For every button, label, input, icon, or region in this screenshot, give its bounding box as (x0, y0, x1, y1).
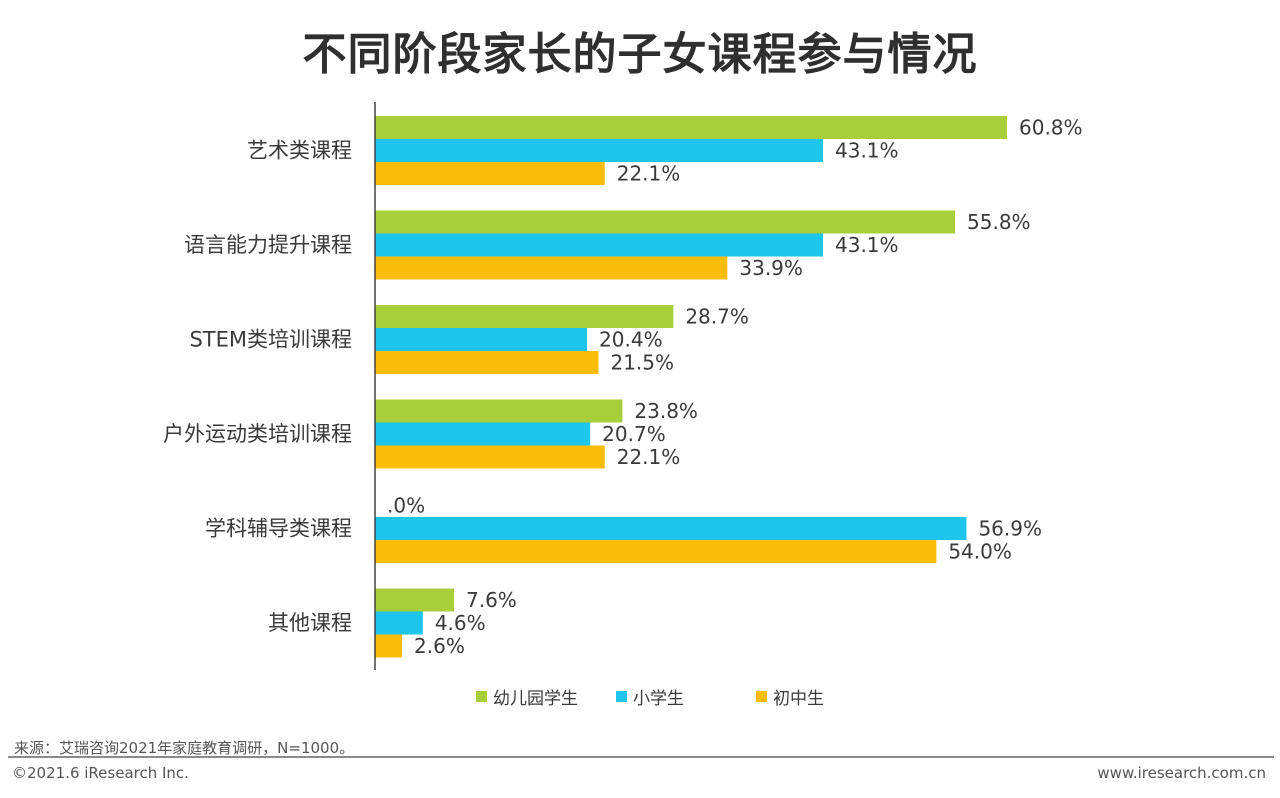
category-label: STEM类培训课程 (189, 328, 352, 352)
chart-title: 不同阶段家长的子女课程参与情况 (302, 29, 978, 80)
category-label: 户外运动类培训课程 (163, 422, 352, 446)
bar (375, 139, 824, 162)
bar (375, 210, 956, 234)
data-label: 2.6% (414, 634, 465, 658)
category-label: 语言能力提升课程 (184, 233, 352, 257)
data-label: 43.1% (835, 139, 899, 163)
legend-label: 初中生 (773, 689, 824, 709)
data-label: 4.6% (435, 611, 486, 635)
data-label: 20.7% (602, 422, 666, 446)
bar (375, 162, 605, 185)
data-label: 60.8% (1019, 116, 1083, 140)
bar (375, 328, 588, 351)
data-label: 55.8% (967, 210, 1031, 234)
website: www.iresearch.com.cn (1097, 764, 1266, 782)
data-label: 56.9% (978, 517, 1042, 541)
legend: 幼儿园学生 小学生 初中生 (476, 684, 896, 709)
legend-label: 幼儿园学生 (493, 689, 578, 709)
bar (375, 351, 599, 374)
legend-swatch (616, 691, 627, 702)
copyright: ©2021.6 iResearch Inc. (12, 764, 189, 782)
data-label: 20.4% (599, 328, 663, 352)
data-label: 43.1% (835, 233, 899, 257)
category-label: 艺术类课程 (247, 139, 352, 163)
bar (375, 517, 967, 540)
bar (375, 611, 423, 635)
bar (375, 256, 728, 280)
bar (375, 422, 591, 446)
source-note: 来源：艾瑞咨询2021年家庭教育调研，N=1000。 (14, 739, 355, 757)
data-label: 22.1% (617, 162, 681, 186)
footer-divider (8, 756, 1274, 758)
bar (375, 116, 1007, 139)
data-label: 28.7% (685, 305, 749, 329)
bar (375, 399, 623, 423)
legend-label: 小学生 (633, 689, 684, 709)
bar (375, 305, 674, 328)
data-label: 54.0% (948, 540, 1012, 564)
legend-item: 幼儿园学生 (476, 684, 616, 709)
legend-item: 小学生 (616, 684, 756, 709)
data-label: 22.1% (617, 445, 681, 469)
category-label: 其他课程 (268, 611, 352, 635)
data-label: 23.8% (634, 399, 698, 423)
data-label: 33.9% (739, 256, 803, 280)
category-label: 学科辅导类课程 (205, 517, 352, 541)
legend-swatch (476, 691, 487, 702)
legend-swatch (756, 691, 767, 702)
bar (375, 588, 454, 612)
bar-chart: 艺术类课程 60.8% 43.1% 22.1% 语言能力提升课程 55.8% 43.1% 33… (163, 102, 1083, 670)
legend-item: 初中生 (756, 684, 896, 709)
bar (375, 540, 937, 563)
data-label: 21.5% (610, 351, 674, 375)
bar (375, 634, 403, 658)
bar (375, 233, 824, 257)
bar (375, 445, 605, 469)
data-label: .0% (387, 494, 425, 518)
data-label: 7.6% (466, 588, 517, 612)
